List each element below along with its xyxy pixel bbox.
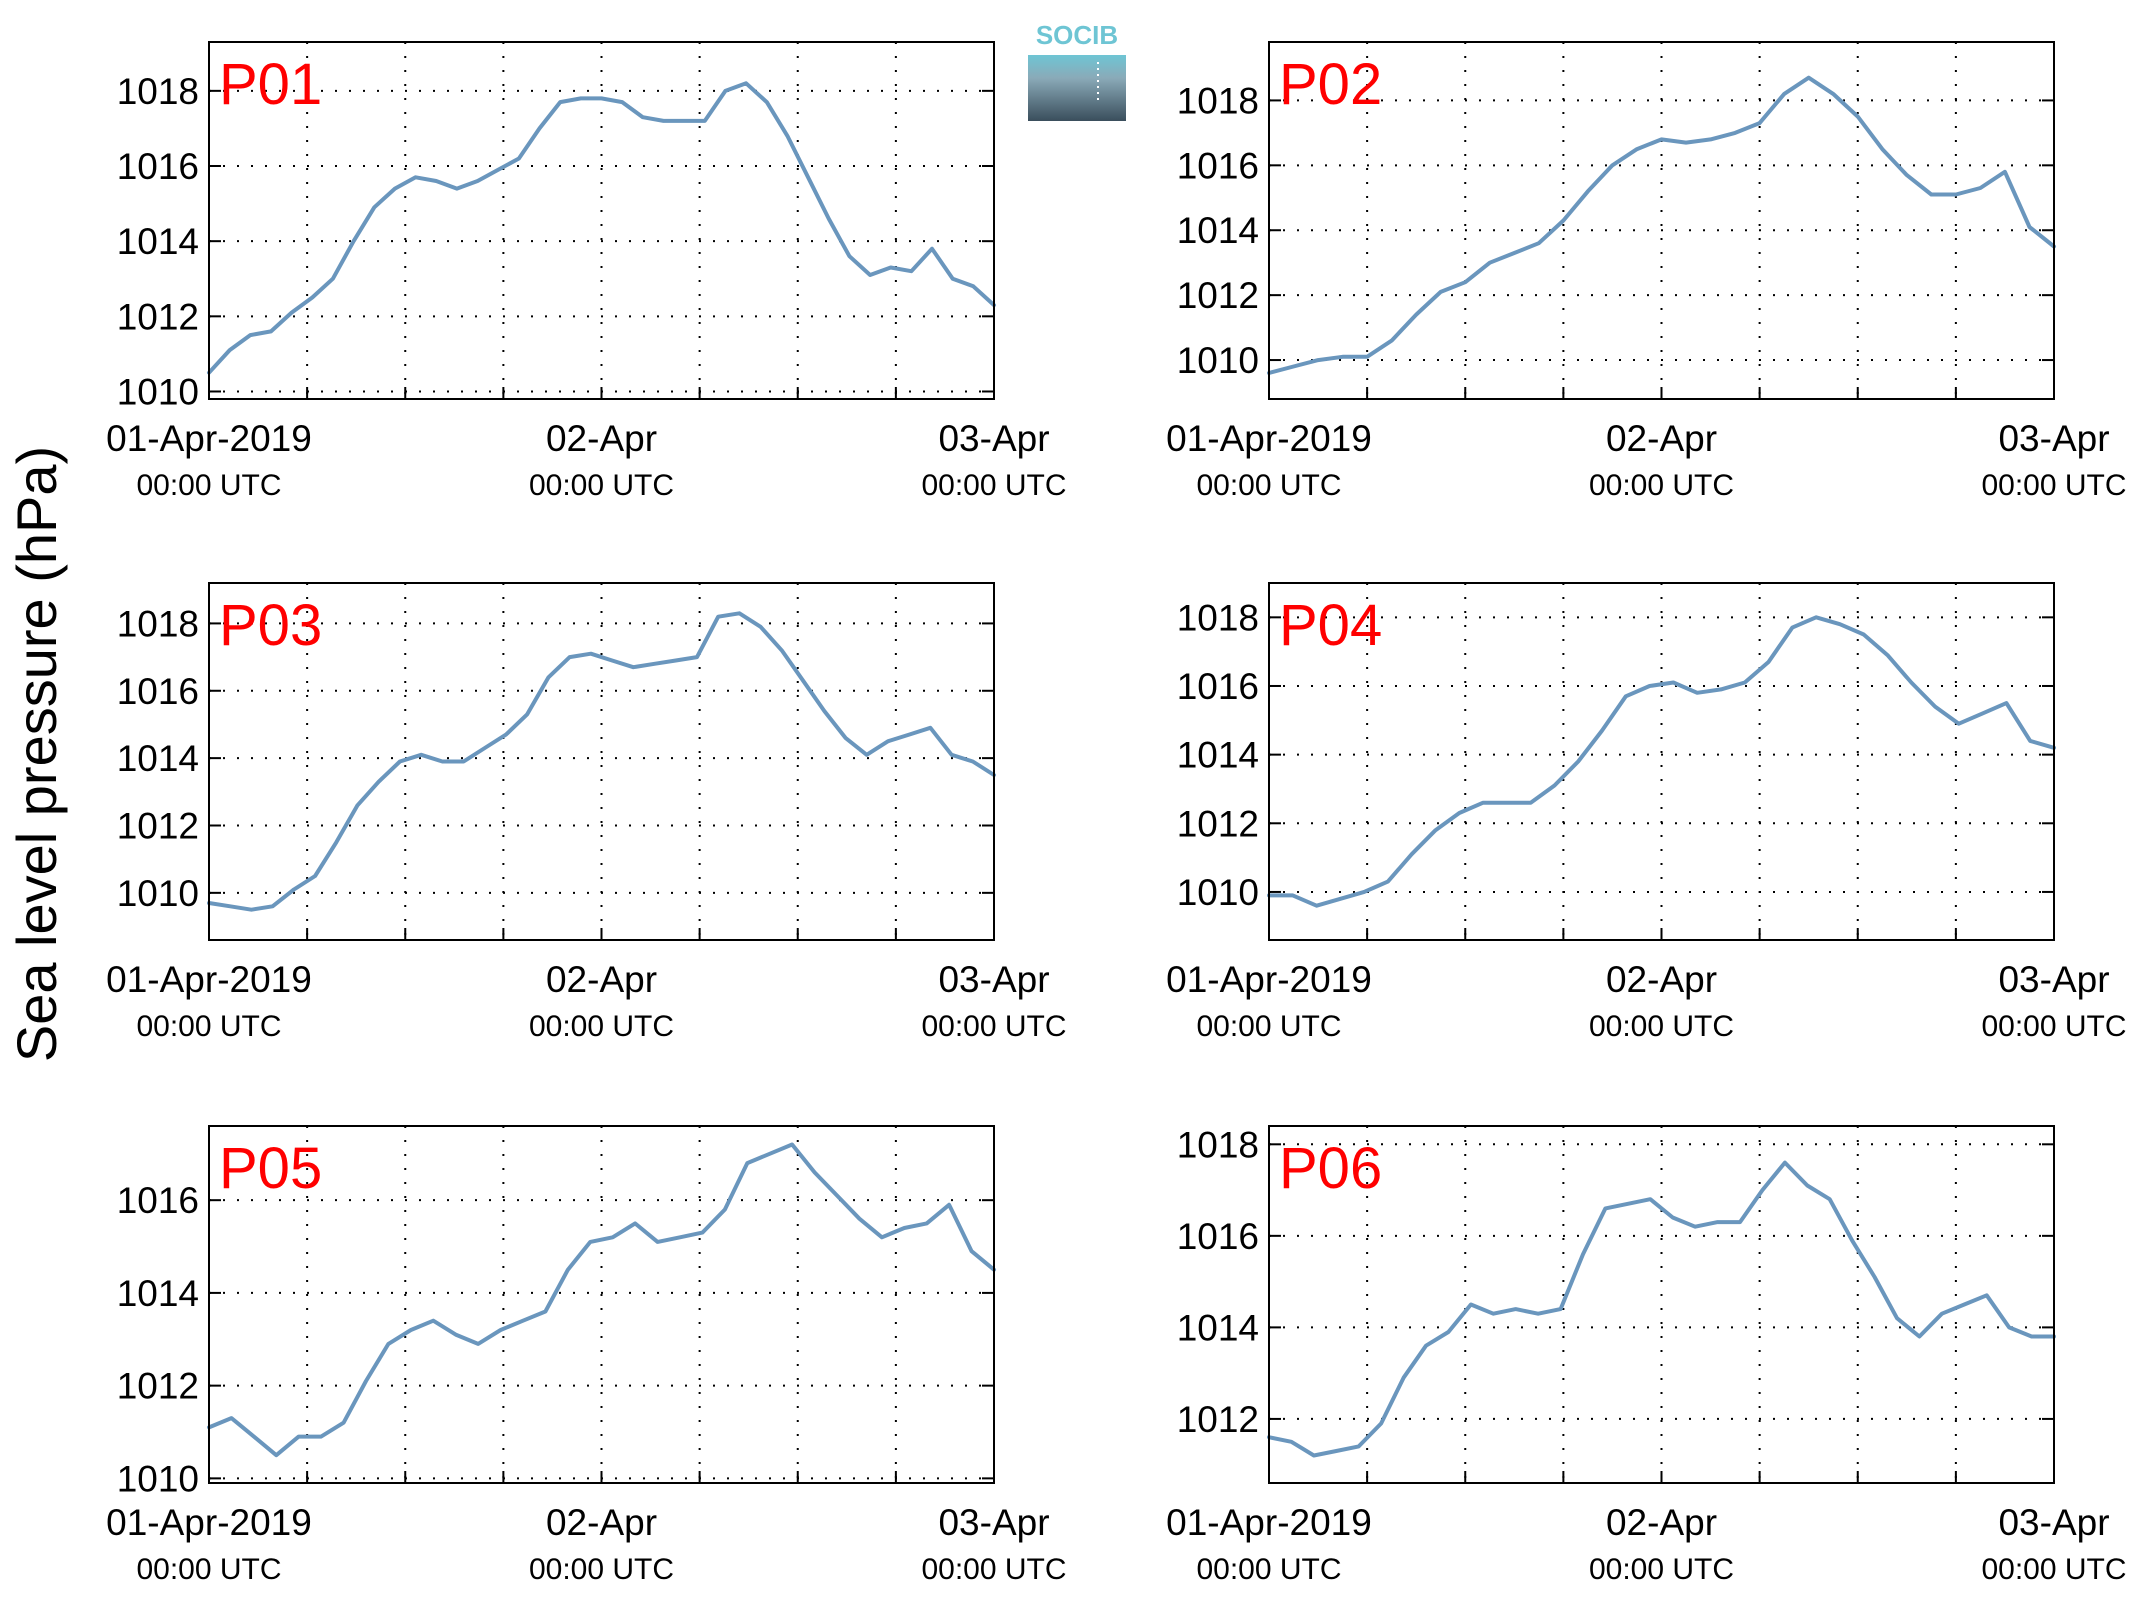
x-tick-date-label: 01-Apr-2019	[1166, 418, 1372, 459]
plot-frame	[208, 41, 995, 400]
x-tick-date-label: 02-Apr	[1606, 1502, 1717, 1543]
x-tick-date-label: 01-Apr-2019	[1166, 959, 1372, 1000]
x-tick-date-label: 01-Apr-2019	[106, 959, 312, 1000]
panel-label: P05	[219, 1136, 322, 1201]
x-tick-time-label: 00:00 UTC	[136, 469, 281, 502]
y-tick-label: 1014	[117, 738, 199, 779]
y-tick-label: 1012	[117, 805, 199, 846]
y-tick-label: 1012	[1177, 803, 1259, 844]
y-tick-label: 1010	[1177, 340, 1259, 381]
x-tick-time-label: 00:00 UTC	[1196, 469, 1341, 502]
y-tick-label: 1014	[1177, 1307, 1259, 1348]
y-tick-label: 1012	[117, 296, 199, 337]
x-tick-time-label: 00:00 UTC	[1981, 469, 2126, 502]
y-tick-label: 1016	[117, 146, 199, 187]
x-tick-time-label: 00:00 UTC	[136, 1553, 281, 1586]
x-tick-time-label: 00:00 UTC	[1196, 1010, 1341, 1043]
x-tick-time-label: 00:00 UTC	[921, 1010, 1066, 1043]
x-tick-date-label: 03-Apr	[1998, 959, 2109, 1000]
y-tick-label: 1012	[1177, 1399, 1259, 1440]
plot-frame	[208, 582, 995, 941]
series-line	[1267, 1160, 2056, 1458]
y-tick-label: 1012	[1177, 275, 1259, 316]
series-line	[207, 1142, 996, 1458]
panel-p05: 1010 1012 1014 1016 01-Apr-2019 00:00 UTC 02-A…	[106, 1125, 1067, 1586]
plot-frame	[1268, 582, 2055, 941]
socib-logo: SOCIB	[1028, 20, 1126, 121]
x-tick-time-label: 00:00 UTC	[1589, 1010, 1734, 1043]
y-tick-label: 1018	[1177, 80, 1259, 121]
x-tick-date-label: 02-Apr	[1606, 418, 1717, 459]
y-tick-label: 1014	[117, 1273, 199, 1314]
panel-label: P04	[1279, 593, 1382, 658]
x-tick-date-label: 01-Apr-2019	[106, 1502, 312, 1543]
y-tick-label: 1016	[117, 671, 199, 712]
x-tick-time-label: 00:00 UTC	[1589, 1553, 1734, 1586]
y-tick-label: 1016	[1177, 145, 1259, 186]
panel-p06: 1012 1014 1016 1018 01-Apr-2019 00:00 UTC 02-A…	[1166, 1124, 2126, 1586]
x-tick-time-label: 00:00 UTC	[1981, 1010, 2126, 1043]
y-tick-label: 1018	[1177, 597, 1259, 638]
y-tick-label: 1014	[1177, 210, 1259, 251]
x-tick-time-label: 00:00 UTC	[529, 1010, 674, 1043]
panel-label: P01	[219, 52, 322, 117]
logo-text: SOCIB	[1036, 20, 1118, 50]
y-tick-label: 1010	[117, 873, 199, 914]
x-tick-time-label: 00:00 UTC	[1981, 1553, 2126, 1586]
x-tick-date-label: 02-Apr	[546, 959, 657, 1000]
plot-frame	[208, 1125, 995, 1484]
y-tick-label: 1012	[117, 1366, 199, 1407]
y-tick-label: 1016	[117, 1180, 199, 1221]
series-line	[1267, 75, 2056, 375]
x-tick-time-label: 00:00 UTC	[529, 469, 674, 502]
y-tick-label: 1014	[1177, 735, 1259, 776]
y-tick-label: 1010	[1177, 872, 1259, 913]
panel-label: P03	[219, 593, 322, 658]
panel-label: P06	[1279, 1136, 1382, 1201]
panel-p04: 1010 1012 1014 1016 1018 01-Apr-2019 00:00 UTC…	[1166, 582, 2127, 1043]
x-tick-time-label: 00:00 UTC	[1589, 469, 1734, 502]
series-line	[207, 81, 996, 375]
x-tick-date-label: 03-Apr	[1998, 1502, 2109, 1543]
x-tick-date-label: 01-Apr-2019	[1166, 1502, 1372, 1543]
x-tick-date-label: 01-Apr-2019	[106, 418, 312, 459]
series-line	[1267, 615, 2056, 908]
x-tick-time-label: 00:00 UTC	[529, 1553, 674, 1586]
y-tick-label: 1014	[117, 221, 199, 262]
y-tick-label: 1016	[1177, 1216, 1259, 1257]
x-tick-time-label: 00:00 UTC	[136, 1010, 281, 1043]
panel-p02: 1010 1012 1014 1016 1018 01-Apr-2019 00:00 UTC…	[1166, 41, 2127, 502]
y-tick-label: 1018	[117, 603, 199, 644]
y-tick-label: 1016	[1177, 666, 1259, 707]
y-tick-label: 1018	[1177, 1124, 1259, 1165]
panel-label: P02	[1279, 52, 1382, 117]
x-tick-time-label: 00:00 UTC	[1196, 1553, 1341, 1586]
plot-frame	[1268, 1125, 2055, 1484]
panel-p01: 1010 1012 1014 1016 1018 01-Apr-2019 00:00 UTC…	[106, 41, 1067, 502]
panel-p03: 1010 1012 1014 1016 1018 01-Apr-2019 00:00 UTC…	[106, 582, 1067, 1043]
series-line	[207, 611, 996, 912]
x-tick-date-label: 03-Apr	[938, 959, 1049, 1000]
y-tick-label: 1010	[117, 1458, 199, 1499]
y-tick-label: 1010	[117, 371, 199, 412]
x-tick-time-label: 00:00 UTC	[921, 1553, 1066, 1586]
x-tick-date-label: 03-Apr	[1998, 418, 2109, 459]
y-tick-label: 1018	[117, 71, 199, 112]
panels: 1010 1012 1014 1016 1018 01-Apr-2019 00:00 UTC…	[106, 41, 2127, 1586]
y-axis-label: Sea level pressure (hPa)	[5, 446, 68, 1062]
x-tick-date-label: 02-Apr	[1606, 959, 1717, 1000]
x-tick-time-label: 00:00 UTC	[921, 469, 1066, 502]
x-tick-date-label: 02-Apr	[546, 418, 657, 459]
x-tick-date-label: 02-Apr	[546, 1502, 657, 1543]
x-tick-date-label: 03-Apr	[938, 418, 1049, 459]
x-tick-date-label: 03-Apr	[938, 1502, 1049, 1543]
